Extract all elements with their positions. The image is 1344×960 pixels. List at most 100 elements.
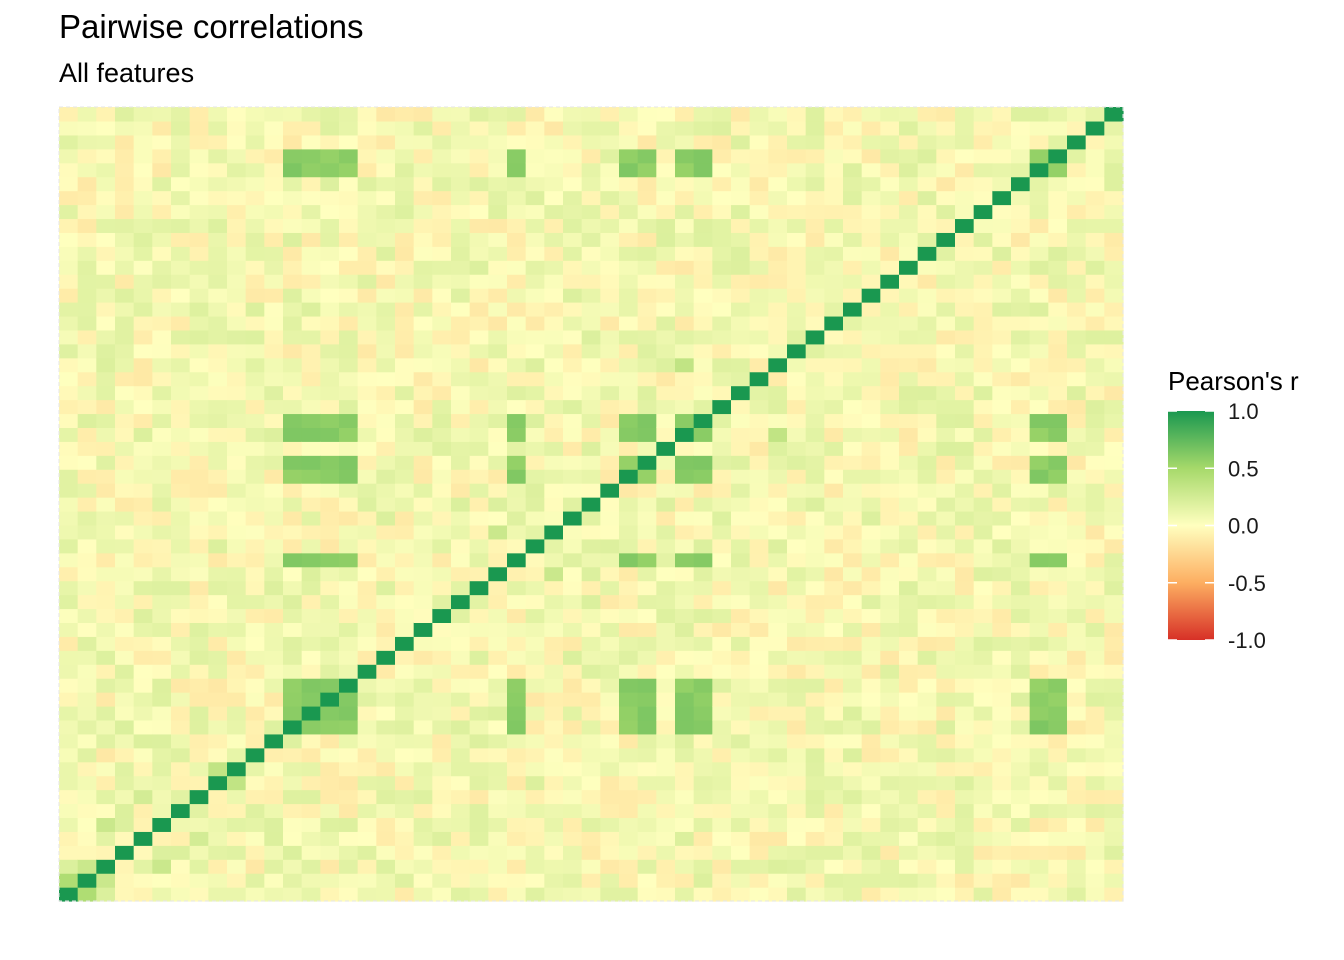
heatmap-cell (749, 371, 769, 387)
heatmap-cell (59, 260, 79, 275)
heatmap-cell (973, 134, 993, 150)
heatmap-cell (1048, 789, 1068, 805)
heatmap-cell (59, 566, 79, 582)
heatmap-cell (656, 274, 676, 289)
heatmap-cell (656, 692, 676, 707)
heatmap-cell (619, 678, 639, 693)
heatmap-cell (731, 204, 751, 220)
heatmap-cell (749, 538, 769, 554)
heatmap-cell (1029, 566, 1049, 582)
heatmap-cell (1011, 218, 1031, 233)
heatmap-cell (451, 705, 471, 721)
heatmap-cell (1085, 887, 1105, 902)
heatmap-cell (768, 288, 788, 303)
heatmap-cell (600, 580, 620, 596)
heatmap-cell (861, 761, 881, 777)
heatmap-cell (171, 427, 191, 442)
heatmap-cell (637, 803, 657, 819)
heatmap-cell (59, 859, 79, 874)
heatmap-cell (693, 134, 713, 150)
heatmap-cell (712, 218, 732, 233)
heatmap-cell (693, 678, 713, 693)
heatmap-cell (283, 302, 303, 317)
heatmap-cell (357, 218, 377, 233)
heatmap-cell (525, 441, 545, 456)
heatmap-cell (880, 204, 900, 220)
heatmap-cell (805, 650, 825, 665)
heatmap-cell (59, 733, 79, 749)
heatmap-cell (395, 483, 415, 498)
heatmap-cell (376, 357, 396, 373)
heatmap-cell (936, 357, 956, 373)
heatmap-cell (544, 120, 564, 136)
heatmap-cell (637, 218, 657, 233)
heatmap-cell (264, 719, 284, 735)
heatmap-cell (1048, 566, 1068, 582)
heatmap-cell (1104, 455, 1124, 470)
heatmap-cell (749, 608, 769, 623)
heatmap-cell (227, 510, 247, 526)
heatmap-cell (227, 315, 247, 331)
heatmap-cell (1085, 831, 1105, 846)
heatmap-cell (208, 538, 228, 554)
heatmap-cell (171, 483, 191, 498)
heatmap-cell (59, 636, 79, 651)
heatmap-cell (1011, 107, 1031, 122)
heatmap-cell (171, 204, 191, 220)
heatmap-cell (227, 580, 247, 596)
heatmap-cell (189, 385, 209, 401)
heatmap-cell (787, 441, 807, 456)
heatmap-cell (525, 232, 545, 247)
heatmap-cell (525, 357, 545, 373)
heatmap-cell (264, 845, 284, 860)
heatmap-cell (973, 371, 993, 387)
heatmap-cell (395, 371, 415, 387)
heatmap-cell (936, 274, 956, 289)
heatmap-cell (675, 817, 695, 832)
heatmap-cell (544, 260, 564, 275)
heatmap-cell (693, 524, 713, 540)
heatmap-cell (376, 134, 396, 150)
heatmap-cell (824, 775, 844, 791)
heatmap-cell (600, 302, 620, 317)
heatmap-cell (59, 107, 79, 122)
heatmap-cell (413, 399, 433, 415)
heatmap-cell (339, 705, 359, 721)
heatmap-cell (96, 622, 116, 637)
heatmap-cell (917, 427, 937, 442)
heatmap-cell (507, 260, 527, 275)
heatmap-cell (955, 469, 975, 484)
heatmap-cell (656, 176, 676, 192)
heatmap-cell (189, 538, 209, 554)
heatmap-cell (320, 120, 340, 136)
heatmap-cell (749, 873, 769, 888)
heatmap-cell (488, 510, 508, 526)
heatmap-cell (152, 441, 172, 456)
heatmap-cell (637, 329, 657, 345)
heatmap-cell (899, 302, 919, 317)
heatmap-cell (451, 497, 471, 512)
heatmap-cell (787, 761, 807, 777)
heatmap-cell (525, 733, 545, 749)
heatmap-cell (413, 580, 433, 596)
heatmap-cell (395, 873, 415, 888)
heatmap-cell (245, 329, 265, 345)
heatmap-cell (973, 497, 993, 512)
heatmap-cell (451, 664, 471, 679)
heatmap-cell (301, 678, 321, 693)
heatmap-cell (171, 705, 191, 721)
heatmap-cell (1067, 873, 1087, 888)
heatmap-cell (600, 204, 620, 220)
heatmap-cell (861, 650, 881, 665)
heatmap-cell (59, 483, 79, 498)
heatmap-cell (712, 594, 732, 610)
heatmap-cell (1029, 469, 1049, 484)
heatmap-cell (693, 120, 713, 136)
heatmap-cell (432, 510, 452, 526)
heatmap-cell (600, 775, 620, 791)
heatmap-cell (917, 190, 937, 206)
heatmap-cell (917, 747, 937, 763)
heatmap-cell (1048, 441, 1068, 456)
heatmap-cell (208, 120, 228, 136)
heatmap-cell (208, 622, 228, 637)
